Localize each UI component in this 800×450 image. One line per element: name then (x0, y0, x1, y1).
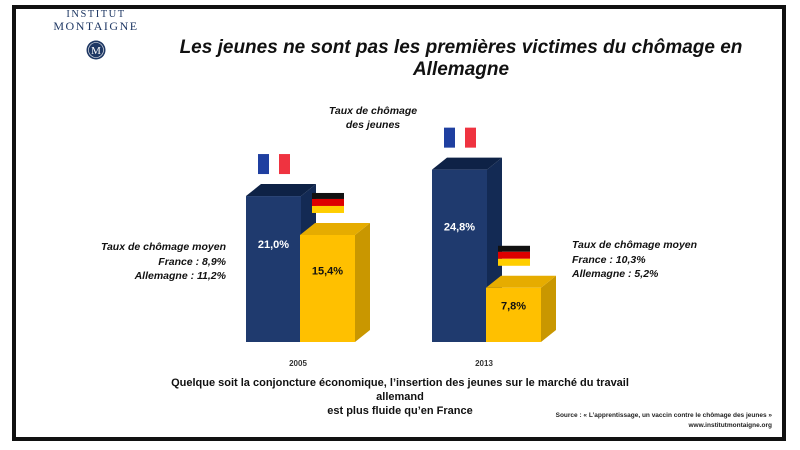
bar-top-germany-2005 (300, 222, 370, 235)
bar-france-2013 (432, 169, 487, 342)
logo-seal-letter: M (91, 45, 101, 57)
right-note-title: Taux de chômage moyen (572, 239, 698, 251)
center-label: Taux de chômage des jeunes (318, 104, 428, 132)
logo-line-1: INSTITUT (66, 9, 126, 20)
data-label-france-2013: 24,8% (444, 222, 475, 234)
bar-top-france-2013 (432, 157, 502, 170)
bar-germany-2005 (300, 234, 355, 342)
bar-top-germany-2013 (486, 275, 556, 288)
chart-caption: Quelque soit la conjoncture économique, … (150, 376, 650, 418)
center-label-line-1: Taux de chômage (328, 105, 418, 117)
x-tick-label-2005: 2005 (289, 359, 307, 368)
bar-germany-2013 (486, 287, 541, 342)
x-tick-label-2013: 2013 (475, 359, 493, 368)
data-label-germany-2013: 7,8% (501, 301, 526, 313)
germany-flag-icon (312, 192, 344, 213)
caption-line-1: Quelque soit la conjoncture économique, … (171, 377, 629, 403)
left-average-note: Taux de chômage moyen France : 8,9% Alle… (70, 240, 226, 284)
institut-montaigne-logo: INSTITUT MONTAIGNE M (46, 9, 146, 60)
france-flag-icon (258, 154, 290, 175)
france-flag-icon (444, 127, 476, 148)
caption-line-2: est plus fluide qu’en France (327, 405, 473, 417)
slide-frame: INSTITUT MONTAIGNE M Les jeunes ne sont … (12, 5, 786, 441)
center-label-line-2: des jeunes (345, 119, 401, 131)
left-note-germany: Allemagne : 11,2% (134, 270, 226, 282)
right-note-france: France : 10,3% (572, 253, 646, 266)
source-note: Source : « L’apprentissage, un vaccin co… (556, 411, 772, 431)
bar-side-germany-2013 (541, 275, 556, 342)
source-line-1: Source : « L’apprentissage, un vaccin co… (555, 412, 772, 419)
logo-line-2: MONTAIGNE (53, 19, 139, 33)
source-line-2: www.institutmontaigne.org (688, 422, 772, 429)
germany-flag-icon (498, 245, 530, 266)
chart-title: Les jeunes ne sont pas les premières vic… (179, 37, 743, 80)
left-note-france: France : 8,9% (158, 255, 226, 268)
data-label-germany-2005: 15,4% (312, 265, 343, 277)
bar-side-germany-2005 (355, 222, 370, 342)
right-average-note: Taux de chômage moyen France : 10,3% All… (572, 238, 732, 282)
bar-france-2005 (246, 196, 301, 342)
left-note-title: Taux de chômage moyen (100, 241, 226, 253)
bar-top-france-2005 (246, 184, 316, 197)
data-label-france-2005: 21,0% (258, 239, 289, 251)
right-note-germany: Allemagne : 5,2% (572, 268, 659, 280)
logo-seal-icon: M (86, 40, 106, 60)
